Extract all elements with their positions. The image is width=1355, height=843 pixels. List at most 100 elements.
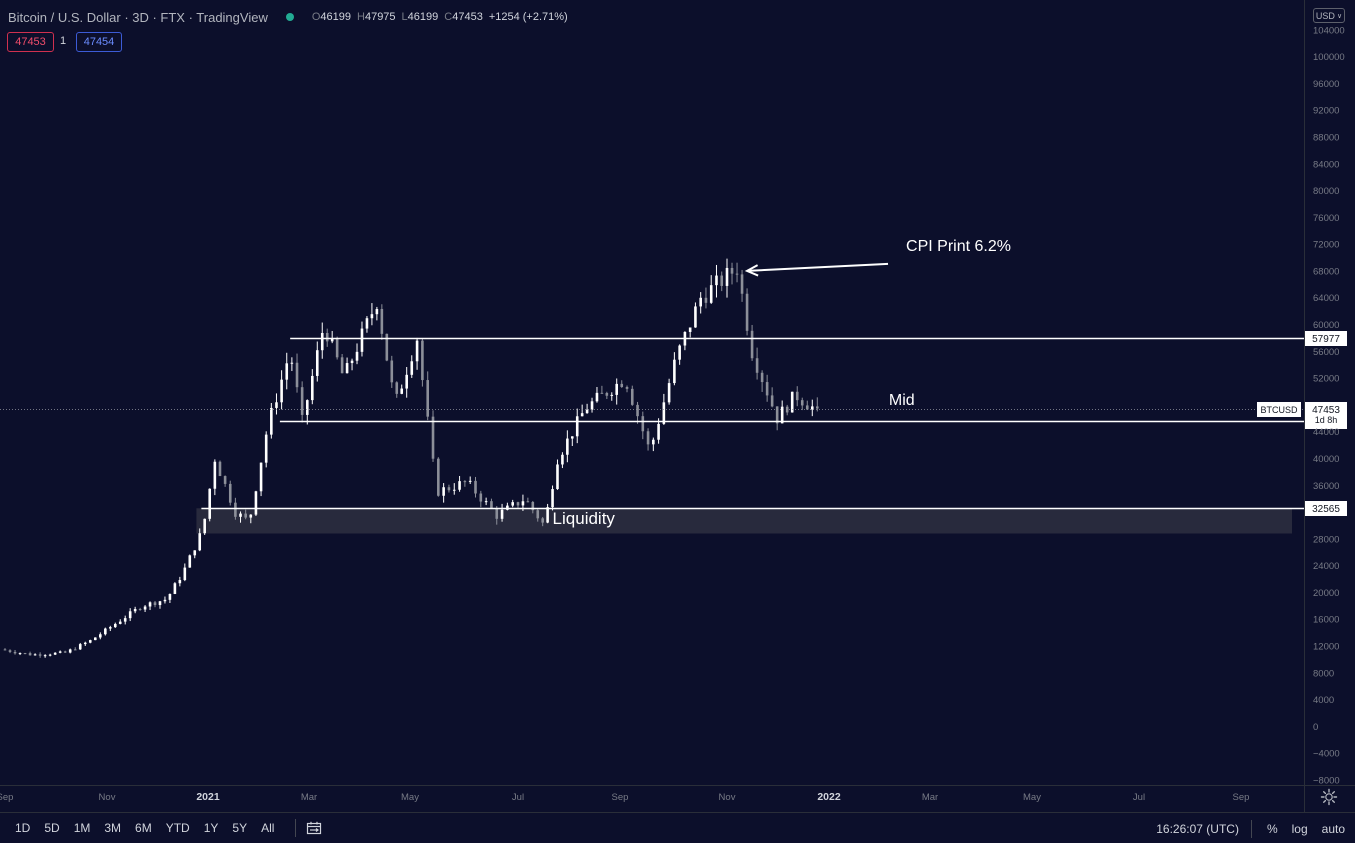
- candle: [452, 489, 456, 491]
- range-button-1d[interactable]: 1D: [15, 821, 31, 835]
- range-button-1y[interactable]: 1Y: [203, 821, 219, 835]
- candle: [605, 392, 609, 396]
- candle: [815, 406, 819, 409]
- gear-icon[interactable]: [1320, 788, 1338, 806]
- candle: [570, 436, 574, 439]
- y-tick-label: 100000: [1313, 52, 1345, 63]
- range-button-all[interactable]: All: [261, 821, 275, 835]
- range-selector: 1D 5D 1M 3M 6M YTD 1Y 5Y All: [0, 821, 281, 835]
- currency-dropdown[interactable]: USD ∨: [1313, 8, 1345, 23]
- range-button-1m[interactable]: 1M: [73, 821, 91, 835]
- ohlc-key: C: [444, 11, 453, 23]
- candle: [400, 388, 404, 394]
- candle: [426, 380, 430, 417]
- x-tick-label: 2021: [196, 791, 220, 803]
- candle: [770, 395, 774, 407]
- ohlc-value: +1254 (+2.71%): [488, 11, 568, 23]
- range-button-5y[interactable]: 5Y: [232, 821, 248, 835]
- candle: [340, 357, 344, 374]
- y-tick-label: 76000: [1313, 213, 1339, 224]
- calendar-range-icon[interactable]: [306, 821, 322, 835]
- candle: [790, 391, 794, 413]
- candle: [463, 481, 467, 483]
- candle: [442, 487, 445, 496]
- y-tick-label: 60000: [1313, 320, 1339, 331]
- candle: [546, 507, 549, 523]
- candle: [405, 374, 408, 389]
- candle: [495, 508, 499, 519]
- ohlc-item: H47975: [357, 11, 396, 23]
- range-button-6m[interactable]: 6M: [135, 821, 152, 835]
- candle: [270, 407, 273, 435]
- ohlc-value: 46199: [407, 11, 439, 23]
- candle: [320, 332, 324, 351]
- candle: [365, 318, 369, 329]
- candle: [295, 362, 299, 388]
- range-button-ytd[interactable]: YTD: [165, 821, 190, 835]
- log-scale-button[interactable]: log: [1291, 821, 1308, 836]
- candle: [641, 416, 645, 432]
- bar-countdown: 1d 8h: [1315, 415, 1338, 425]
- candle: [590, 401, 594, 410]
- candle: [600, 392, 604, 394]
- utc-clock[interactable]: 16:26:07 (UTC): [1156, 821, 1239, 836]
- candle: [380, 309, 384, 334]
- candle: [630, 388, 634, 405]
- x-tick-label: Sep: [0, 792, 13, 803]
- y-tick-label: 80000: [1313, 186, 1339, 197]
- candle: [735, 273, 739, 275]
- annotation-text: CPI Print 6.2%: [906, 238, 1011, 255]
- range-button-3m[interactable]: 3M: [104, 821, 122, 835]
- candle: [285, 363, 289, 380]
- candle: [38, 654, 42, 656]
- candle: [244, 513, 247, 518]
- candle: [193, 550, 197, 556]
- order-quantity[interactable]: 1: [60, 35, 67, 47]
- level-label-box: [1305, 331, 1347, 346]
- candle: [290, 362, 294, 364]
- candle: [178, 580, 182, 584]
- candle: [551, 489, 554, 508]
- level-label: 57977: [1312, 334, 1340, 345]
- candle: [673, 359, 676, 384]
- symbol-title[interactable]: Bitcoin / U.S. Dollar · 3D · FTX · Tradi…: [8, 9, 268, 25]
- candle: [620, 383, 624, 388]
- candle: [315, 350, 319, 376]
- candle: [585, 409, 589, 414]
- y-tick-label: 92000: [1313, 106, 1339, 117]
- buy-button[interactable]: 47454: [76, 32, 122, 52]
- candle: [652, 439, 655, 445]
- candle: [259, 462, 263, 492]
- candle: [163, 599, 167, 602]
- candle: [113, 623, 117, 628]
- candle: [58, 651, 62, 653]
- candle: [13, 651, 17, 654]
- candle: [688, 327, 692, 332]
- sell-button[interactable]: 47453: [7, 32, 54, 52]
- range-button-5d[interactable]: 5D: [44, 821, 60, 835]
- auto-scale-button[interactable]: auto: [1321, 821, 1345, 836]
- chevron-down-icon: ∨: [1336, 12, 1343, 20]
- candle: [431, 416, 435, 459]
- candle: [805, 405, 809, 410]
- candle: [203, 518, 206, 534]
- candle: [28, 653, 32, 656]
- x-tick-label: Nov: [719, 792, 736, 803]
- candle: [755, 358, 759, 373]
- candle: [410, 361, 414, 375]
- percent-scale-button[interactable]: %: [1266, 821, 1278, 836]
- y-tick-label: 20000: [1313, 588, 1339, 599]
- candle: [662, 402, 666, 424]
- candle: [437, 458, 440, 496]
- candle: [330, 338, 334, 342]
- y-tick-label: 4000: [1313, 695, 1334, 706]
- candle: [740, 274, 744, 294]
- candle: [188, 555, 192, 568]
- candle: [148, 602, 152, 607]
- candle: [610, 394, 614, 396]
- candle: [264, 434, 268, 463]
- candle: [18, 653, 22, 655]
- candle: [305, 400, 309, 415]
- candle: [810, 406, 814, 410]
